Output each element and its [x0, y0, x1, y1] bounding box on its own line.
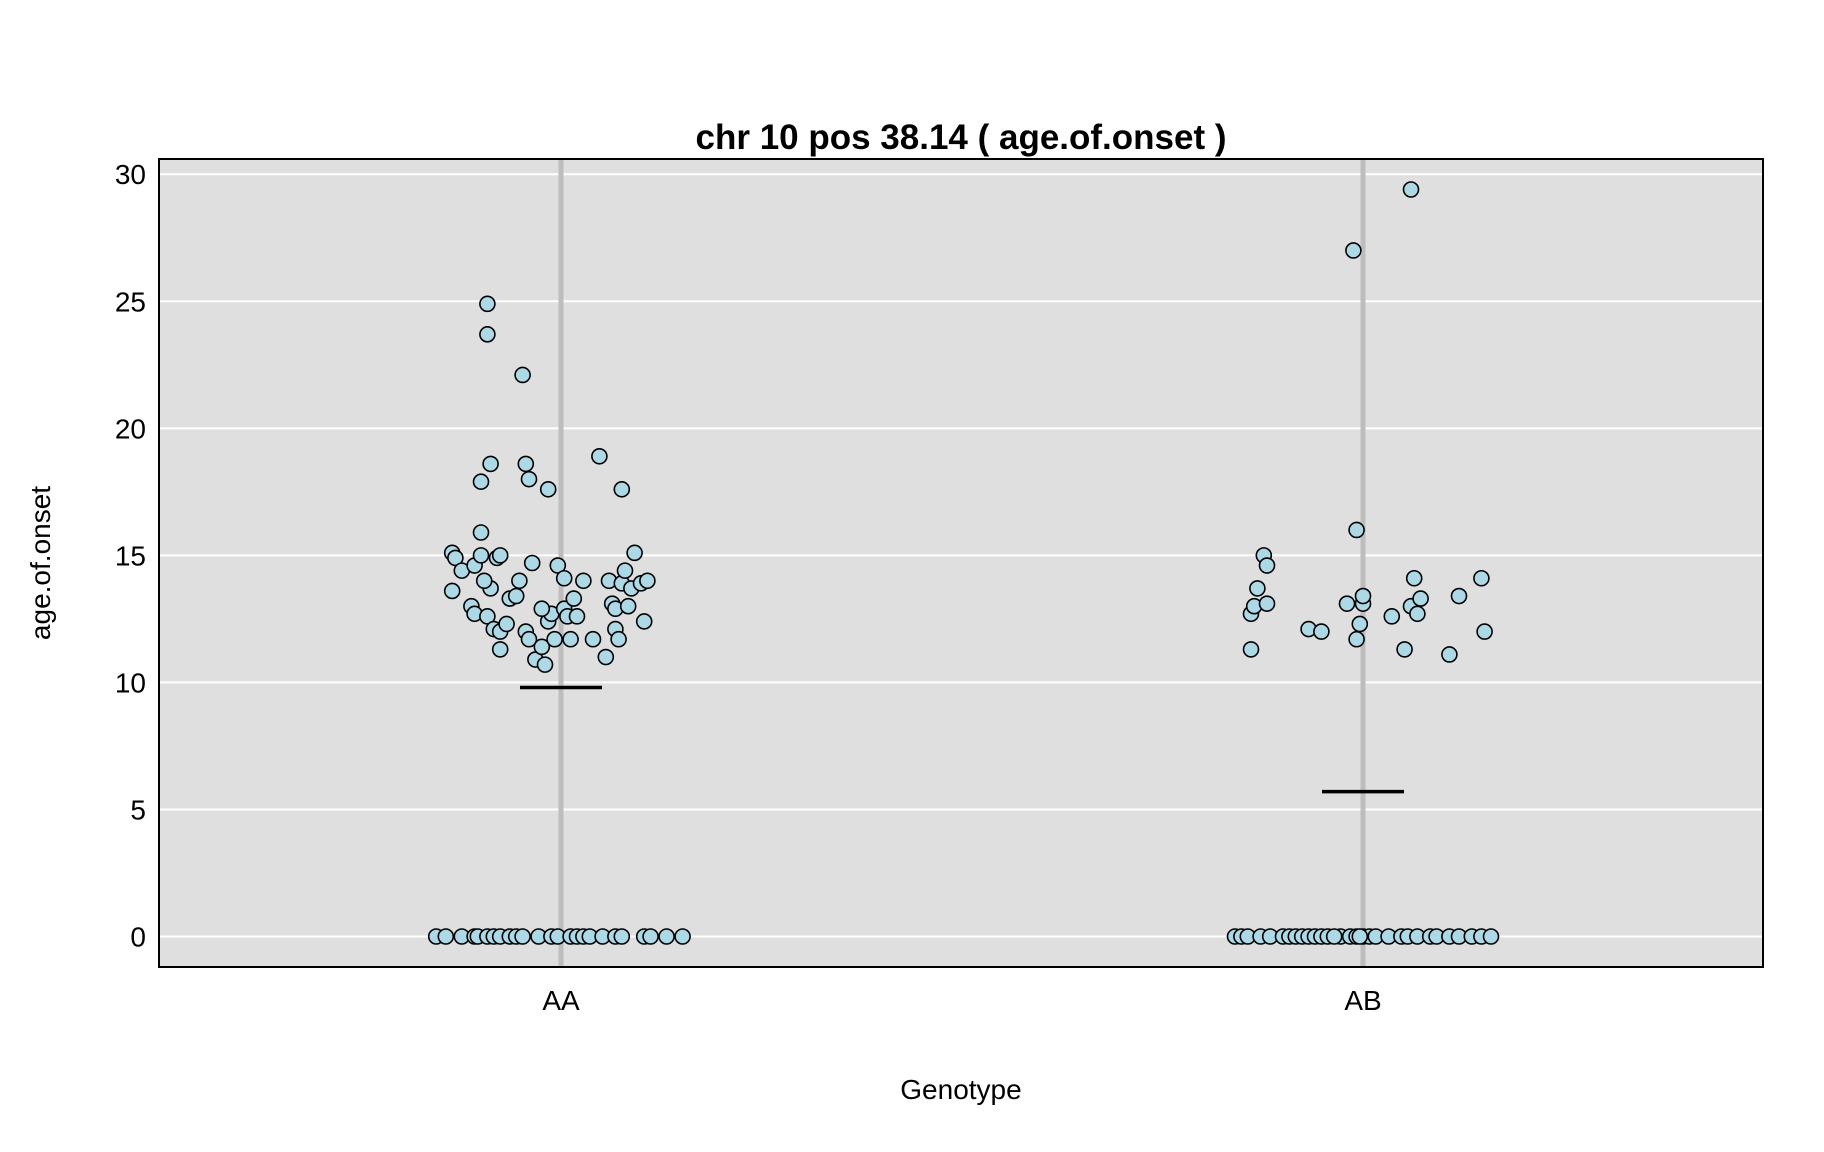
data-point [482, 455, 499, 473]
data-point [568, 608, 586, 625]
data-point [437, 928, 455, 945]
data-point [472, 473, 490, 490]
data-point [616, 562, 634, 579]
chart-title: chr 10 pos 38.14 ( age.of.onset ) [696, 118, 1227, 157]
data-point [443, 582, 461, 600]
grid-lines [159, 173, 1763, 938]
data-point [498, 615, 515, 633]
data-point [472, 547, 490, 564]
x-tick-label: AA [542, 985, 580, 1016]
x-axis-label: Genotype [900, 1074, 1021, 1105]
data-point [514, 928, 531, 945]
data-point [520, 470, 538, 488]
data-point [517, 455, 535, 473]
data-point [565, 590, 583, 607]
data-point [546, 630, 563, 648]
data-point [520, 630, 538, 648]
y-axis-label: age.of.onset [25, 486, 56, 640]
data-point [1450, 587, 1468, 605]
x-tick-labels: AA AB [542, 985, 1381, 1016]
y-tick-labels: 0 5 10 15 20 25 30 [115, 159, 146, 952]
data-point [1476, 623, 1493, 640]
data-point [619, 597, 637, 615]
data-point [562, 630, 579, 648]
data-point [1405, 569, 1423, 587]
data-point [1242, 641, 1260, 658]
data-point [475, 572, 493, 590]
data-point [597, 648, 615, 666]
data-point [1348, 521, 1365, 539]
data-point [1409, 605, 1426, 623]
data-point [584, 630, 602, 648]
data-point [514, 366, 531, 384]
data-point [639, 572, 656, 590]
data-point [523, 554, 541, 572]
plot-panel [159, 159, 1763, 967]
data-point [555, 569, 573, 587]
data-point [1249, 580, 1266, 597]
data-point [1354, 587, 1372, 605]
data-point [1396, 641, 1413, 658]
data-point [626, 544, 643, 562]
data-point [539, 481, 557, 498]
data-point [642, 928, 659, 945]
data-point [613, 928, 631, 945]
data-point [507, 587, 525, 605]
data-point [674, 928, 691, 945]
data-point [613, 481, 631, 498]
data-point [1441, 646, 1458, 663]
data-point [511, 572, 528, 590]
data-point [1412, 590, 1429, 607]
data-point [1348, 630, 1365, 648]
mean-lines [520, 685, 1404, 794]
plot-border [158, 158, 1764, 968]
data-point [472, 524, 490, 541]
y-tick-label: 10 [115, 667, 146, 698]
data-point [1345, 242, 1362, 259]
data-point [1258, 595, 1276, 612]
data-point [533, 638, 551, 656]
data-point [479, 326, 496, 343]
data-point [1351, 615, 1369, 633]
data-point [1338, 595, 1356, 612]
x-tick-label: AB [1344, 985, 1381, 1016]
data-point [1383, 608, 1401, 625]
data-point [1325, 928, 1343, 945]
data-point [575, 572, 592, 590]
data-point [1258, 557, 1276, 574]
data-point [491, 641, 509, 658]
data-points [427, 181, 1500, 945]
data-point [536, 656, 554, 673]
data-point [1482, 928, 1500, 945]
y-tick-label: 20 [115, 413, 146, 444]
data-point [1313, 623, 1330, 640]
data-point [591, 447, 608, 465]
y-tick-label: 15 [115, 540, 146, 571]
y-tick-label: 30 [115, 159, 146, 190]
data-point [1351, 928, 1369, 945]
data-point [1473, 569, 1490, 587]
data-point [533, 600, 551, 618]
data-point [491, 547, 509, 564]
data-point [635, 613, 653, 630]
y-tick-label: 25 [115, 286, 146, 317]
data-point [658, 928, 675, 945]
data-point [479, 295, 496, 313]
y-tick-label: 5 [130, 794, 146, 825]
data-point [610, 630, 627, 648]
y-tick-label: 0 [130, 922, 146, 953]
data-point [1402, 181, 1420, 198]
